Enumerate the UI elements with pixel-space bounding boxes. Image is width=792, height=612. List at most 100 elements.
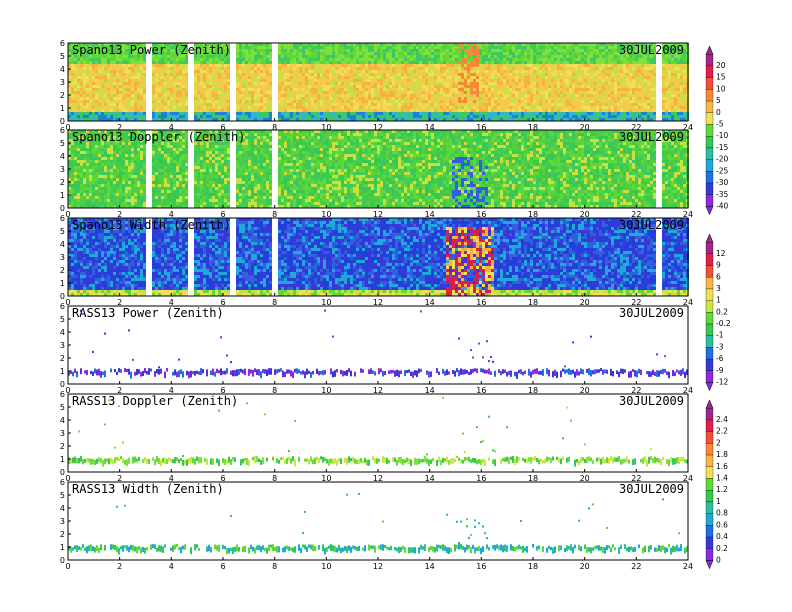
heatmap-cell bbox=[104, 58, 107, 61]
heatmap-cell bbox=[596, 67, 599, 70]
heatmap-cell bbox=[617, 58, 620, 61]
heatmap-cell bbox=[158, 88, 161, 91]
heatmap-cell bbox=[518, 58, 521, 61]
heatmap-cell bbox=[665, 115, 668, 118]
heatmap-cell bbox=[323, 73, 326, 76]
heatmap-cell bbox=[389, 58, 392, 61]
heatmap-cell bbox=[71, 52, 74, 55]
heatmap-cell bbox=[557, 61, 560, 64]
heatmap-cell bbox=[161, 79, 164, 82]
heatmap-cell bbox=[113, 46, 116, 49]
heatmap-cell bbox=[125, 46, 128, 49]
heatmap-cell bbox=[161, 106, 164, 109]
heatmap-cell bbox=[464, 49, 467, 52]
heatmap-cell bbox=[239, 94, 242, 97]
heatmap-cell bbox=[293, 103, 296, 106]
heatmap-cell bbox=[263, 61, 266, 64]
heatmap-cell bbox=[248, 97, 251, 100]
heatmap-cell bbox=[290, 85, 293, 88]
heatmap-cell bbox=[671, 82, 674, 85]
heatmap-cell bbox=[599, 79, 602, 82]
heatmap-cell bbox=[89, 46, 92, 49]
heatmap-cell bbox=[362, 106, 365, 109]
heatmap-cell bbox=[458, 97, 461, 100]
heatmap-cell bbox=[152, 112, 155, 115]
heatmap-cell bbox=[506, 97, 509, 100]
heatmap-cell bbox=[302, 88, 305, 91]
heatmap-cell bbox=[572, 52, 575, 55]
heatmap-cell bbox=[428, 100, 431, 103]
heatmap-cell bbox=[242, 73, 245, 76]
heatmap-cell bbox=[299, 58, 302, 61]
heatmap-cell bbox=[416, 97, 419, 100]
heatmap-cell bbox=[293, 76, 296, 79]
heatmap-cell bbox=[506, 85, 509, 88]
heatmap-cell bbox=[383, 55, 386, 58]
heatmap-cell bbox=[599, 61, 602, 64]
heatmap-cell bbox=[119, 73, 122, 76]
heatmap-cell bbox=[662, 94, 665, 97]
heatmap-cell bbox=[476, 97, 479, 100]
heatmap-cell bbox=[158, 106, 161, 109]
heatmap-cell bbox=[602, 118, 605, 121]
heatmap-cell bbox=[251, 49, 254, 52]
heatmap-cell bbox=[245, 46, 248, 49]
heatmap-cell bbox=[575, 55, 578, 58]
heatmap-cell bbox=[362, 94, 365, 97]
heatmap-cell bbox=[485, 88, 488, 91]
heatmap-cell bbox=[281, 85, 284, 88]
heatmap-cell bbox=[398, 46, 401, 49]
heatmap-cell bbox=[326, 64, 329, 67]
heatmap-cell bbox=[92, 49, 95, 52]
heatmap-cell bbox=[254, 112, 257, 115]
heatmap-cell bbox=[515, 79, 518, 82]
heatmap-cell bbox=[314, 94, 317, 97]
heatmap-cell bbox=[494, 73, 497, 76]
heatmap-cell bbox=[323, 64, 326, 67]
heatmap-cell bbox=[317, 52, 320, 55]
heatmap-cell bbox=[137, 67, 140, 70]
heatmap-cell bbox=[335, 76, 338, 79]
heatmap-cell bbox=[89, 94, 92, 97]
heatmap-cell bbox=[560, 58, 563, 61]
heatmap-cell bbox=[176, 106, 179, 109]
heatmap-cell bbox=[83, 58, 86, 61]
heatmap-cell bbox=[419, 85, 422, 88]
heatmap-cell bbox=[170, 94, 173, 97]
heatmap-cell bbox=[602, 103, 605, 106]
heatmap-cell bbox=[440, 46, 443, 49]
heatmap-cell bbox=[440, 94, 443, 97]
heatmap-cell bbox=[503, 112, 506, 115]
heatmap-cell bbox=[443, 79, 446, 82]
heatmap-cell bbox=[542, 43, 545, 46]
heatmap-cell bbox=[419, 106, 422, 109]
heatmap-cell bbox=[443, 118, 446, 121]
heatmap-cell bbox=[446, 88, 449, 91]
heatmap-cell bbox=[554, 106, 557, 109]
heatmap-cell bbox=[416, 43, 419, 46]
heatmap-cell bbox=[605, 91, 608, 94]
heatmap-cell bbox=[392, 106, 395, 109]
heatmap-cell bbox=[284, 64, 287, 67]
heatmap-cell bbox=[104, 61, 107, 64]
heatmap-cell bbox=[584, 76, 587, 79]
heatmap-cell bbox=[491, 88, 494, 91]
heatmap-cell bbox=[185, 88, 188, 91]
heatmap-cell bbox=[638, 43, 641, 46]
heatmap-cell bbox=[524, 118, 527, 121]
heatmap-cell bbox=[626, 97, 629, 100]
heatmap-cell bbox=[521, 106, 524, 109]
heatmap-cell bbox=[239, 118, 242, 121]
heatmap-cell bbox=[137, 97, 140, 100]
heatmap-cell bbox=[248, 52, 251, 55]
heatmap-cell bbox=[332, 76, 335, 79]
heatmap-cell bbox=[194, 118, 197, 121]
heatmap-cell bbox=[368, 88, 371, 91]
heatmap-cell bbox=[200, 115, 203, 118]
heatmap-cell bbox=[452, 55, 455, 58]
heatmap-cell bbox=[314, 67, 317, 70]
heatmap-cell bbox=[257, 46, 260, 49]
heatmap-cell bbox=[284, 88, 287, 91]
heatmap-cell bbox=[425, 64, 428, 67]
heatmap-cell bbox=[554, 97, 557, 100]
